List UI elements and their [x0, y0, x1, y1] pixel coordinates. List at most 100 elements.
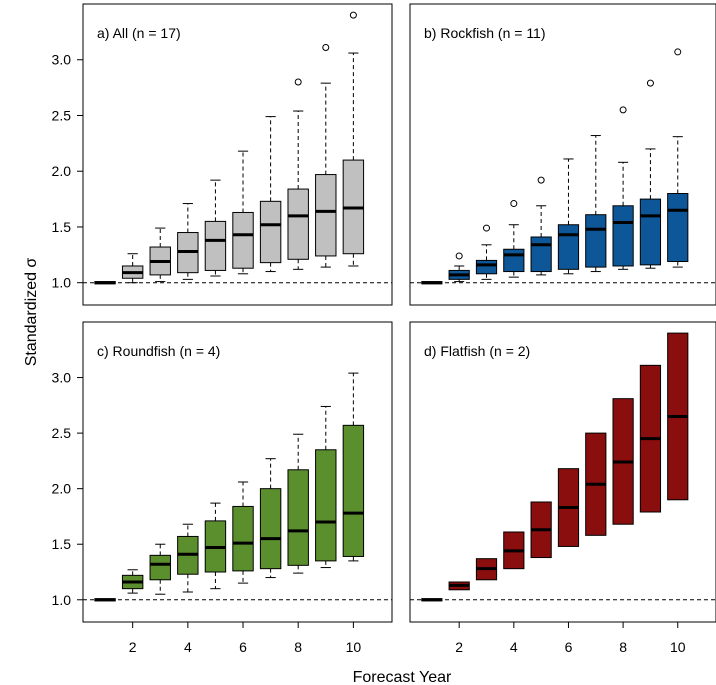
box-year-9: [315, 43, 337, 268]
y-tick-label: 3.0: [52, 370, 72, 386]
box: [259, 488, 282, 570]
box-year-2: [448, 252, 470, 283]
x-tick-label: 2: [129, 639, 137, 655]
box: [530, 236, 552, 273]
box: [667, 193, 689, 263]
x-tick-label: 2: [455, 639, 463, 655]
panel-4: d) Flatfish (n = 2): [409, 321, 716, 623]
box-year-8: [612, 398, 634, 525]
box: [232, 505, 254, 572]
box: [639, 198, 662, 266]
box: [259, 200, 282, 264]
panel-title: a) All (n = 17): [97, 25, 181, 41]
box-year-3: [149, 543, 171, 595]
box-year-2: [448, 581, 470, 591]
box-year-8: [287, 433, 309, 574]
box: [232, 211, 254, 269]
y-axis-label: Standardized σ: [23, 258, 40, 367]
box-year-10: [667, 48, 689, 268]
box: [612, 205, 634, 267]
box-year-10: [342, 11, 365, 267]
box: [475, 259, 498, 275]
y-tick-label: 1.0: [52, 592, 72, 608]
box-year-8: [612, 106, 634, 270]
panel-2: b) Rockfish (n = 11): [409, 3, 716, 306]
panels-group: a) All (n = 17) b) Rockfish (n = 11) c) Ro…: [82, 3, 716, 623]
x-tick-label: 10: [346, 639, 362, 655]
box-year-4: [177, 203, 199, 280]
outlier-point: [483, 224, 490, 232]
panel-frame: [82, 321, 393, 623]
box-year-6: [557, 468, 580, 547]
box-year-7: [585, 135, 607, 273]
box-year-4: [503, 200, 525, 278]
box-year-9: [639, 364, 662, 513]
y-tick-label: 2.0: [52, 481, 72, 497]
box: [149, 554, 171, 581]
x-tick-label: 8: [294, 639, 302, 655]
box-year-6: [557, 158, 580, 275]
outlier-point: [455, 252, 463, 260]
box-year-5: [530, 176, 552, 276]
box-year-6: [232, 481, 254, 584]
panel-title: d) Flatfish (n = 2): [424, 343, 530, 359]
y-tick-label: 2.0: [52, 163, 72, 179]
x-tick-label: 10: [670, 639, 686, 655]
box-year-1: [94, 281, 116, 285]
x-tick-label: 8: [619, 639, 627, 655]
panel-title: b) Rockfish (n = 11): [424, 25, 546, 41]
box-year-1: [421, 598, 443, 602]
x-tick-label: 6: [239, 639, 247, 655]
box-year-10: [342, 372, 365, 562]
outlier-point: [294, 78, 302, 86]
box: [585, 214, 607, 268]
outlier-point: [510, 200, 518, 208]
panel-frame: [409, 321, 716, 623]
box-year-1: [94, 598, 116, 602]
outlier-point: [674, 48, 682, 56]
box-year-10: [667, 332, 689, 501]
box-year-5: [530, 501, 552, 559]
box-year-7: [585, 432, 607, 536]
box-year-5: [204, 502, 227, 590]
outlier-point: [322, 43, 330, 51]
outlier-point: [646, 79, 654, 87]
y-tick-label: 1.5: [52, 536, 72, 552]
box-year-4: [503, 531, 525, 570]
box-year-9: [315, 405, 337, 569]
panel-3: c) Roundfish (n = 4): [82, 321, 393, 623]
box-year-2: [121, 569, 144, 594]
box-year-3: [475, 224, 498, 280]
box-year-4: [177, 523, 199, 593]
y-tick-label: 2.5: [52, 107, 72, 123]
panel-title: c) Roundfish (n = 4): [97, 343, 220, 359]
y-tick-label: 1.0: [52, 275, 72, 291]
box: [204, 220, 227, 271]
box-year-7: [259, 458, 282, 579]
x-tick-label: 4: [184, 639, 192, 655]
box-year-1: [421, 281, 443, 285]
box: [342, 424, 365, 557]
y-tick-label: 1.5: [52, 219, 72, 235]
box-year-5: [204, 179, 227, 277]
box-year-9: [639, 79, 662, 269]
box: [287, 469, 309, 566]
box-year-3: [149, 227, 171, 283]
box: [315, 174, 337, 257]
box: [287, 188, 309, 260]
panel-frame: [82, 3, 393, 306]
box-year-3: [475, 558, 498, 581]
box: [503, 248, 525, 273]
shared-axes-group: 1.0 1.5 2.0 2.5 3.0 1.0 1.5 2.0 2.5 3.0 2 4 6 8 10 2 4 6 8…: [52, 52, 686, 655]
panel-1: a) All (n = 17): [82, 3, 393, 306]
box-year-2: [121, 253, 144, 284]
panel-frame: [409, 3, 716, 306]
x-axis-label: Forecast Year: [353, 669, 452, 685]
box: [557, 224, 580, 270]
y-tick-label: 3.0: [52, 52, 72, 68]
box-year-6: [232, 150, 254, 275]
outlier-point: [619, 106, 627, 114]
box-year-7: [259, 116, 282, 273]
x-tick-label: 4: [510, 639, 518, 655]
